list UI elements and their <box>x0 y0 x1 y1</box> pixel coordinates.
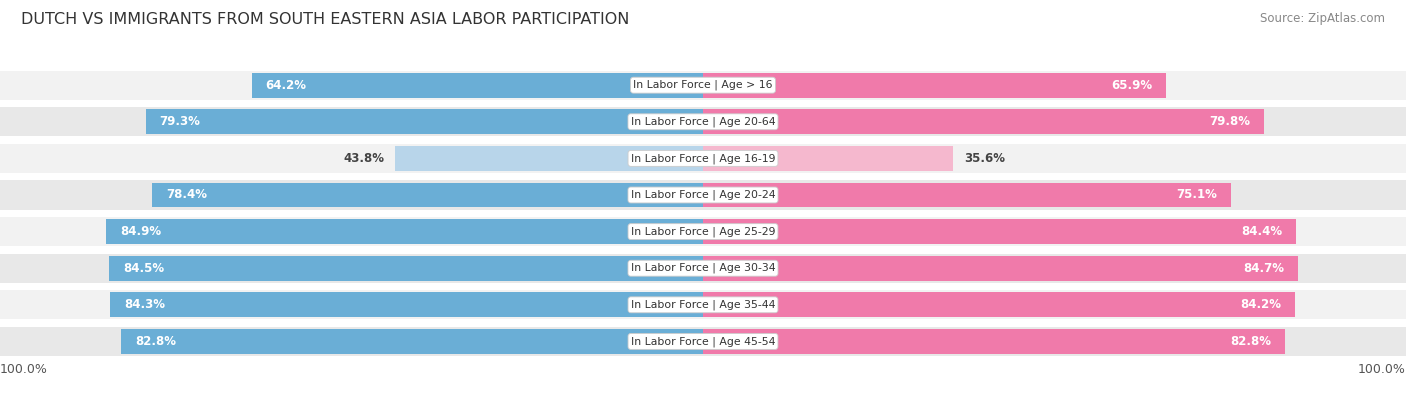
Text: In Labor Force | Age 35-44: In Labor Force | Age 35-44 <box>631 299 775 310</box>
Legend: Dutch, Immigrants from South Eastern Asia: Dutch, Immigrants from South Eastern Asi… <box>544 391 862 395</box>
Text: 64.2%: 64.2% <box>266 79 307 92</box>
Text: 82.8%: 82.8% <box>135 335 176 348</box>
Bar <box>110 292 703 317</box>
Bar <box>703 219 1296 244</box>
Bar <box>703 292 1295 317</box>
Bar <box>703 329 1285 354</box>
Bar <box>703 256 1299 281</box>
Text: 84.3%: 84.3% <box>125 298 166 311</box>
Bar <box>105 219 703 244</box>
Text: In Labor Force | Age 20-64: In Labor Force | Age 20-64 <box>631 117 775 127</box>
Bar <box>152 182 703 207</box>
Bar <box>395 146 703 171</box>
Bar <box>0 217 1406 246</box>
Bar <box>0 144 1406 173</box>
Text: In Labor Force | Age 30-34: In Labor Force | Age 30-34 <box>631 263 775 273</box>
Text: In Labor Force | Age 20-24: In Labor Force | Age 20-24 <box>631 190 775 200</box>
Text: Source: ZipAtlas.com: Source: ZipAtlas.com <box>1260 12 1385 25</box>
Text: 65.9%: 65.9% <box>1111 79 1153 92</box>
Text: 84.7%: 84.7% <box>1243 262 1285 275</box>
Bar <box>252 73 703 98</box>
Text: 35.6%: 35.6% <box>965 152 1005 165</box>
Bar <box>0 290 1406 320</box>
Text: In Labor Force | Age > 16: In Labor Force | Age > 16 <box>633 80 773 90</box>
Text: 100.0%: 100.0% <box>0 363 48 376</box>
Text: 84.5%: 84.5% <box>124 262 165 275</box>
Bar <box>0 181 1406 210</box>
Bar <box>703 146 953 171</box>
Bar <box>703 73 1167 98</box>
Text: In Labor Force | Age 25-29: In Labor Force | Age 25-29 <box>631 226 775 237</box>
Bar <box>703 182 1232 207</box>
Text: 43.8%: 43.8% <box>343 152 385 165</box>
Text: In Labor Force | Age 45-54: In Labor Force | Age 45-54 <box>631 336 775 347</box>
Text: 84.2%: 84.2% <box>1240 298 1281 311</box>
Text: 82.8%: 82.8% <box>1230 335 1271 348</box>
Bar <box>145 109 703 134</box>
Text: 100.0%: 100.0% <box>1358 363 1406 376</box>
Text: 79.3%: 79.3% <box>160 115 201 128</box>
Text: DUTCH VS IMMIGRANTS FROM SOUTH EASTERN ASIA LABOR PARTICIPATION: DUTCH VS IMMIGRANTS FROM SOUTH EASTERN A… <box>21 12 630 27</box>
Text: 75.1%: 75.1% <box>1175 188 1218 201</box>
Bar <box>0 107 1406 136</box>
Bar <box>703 109 1264 134</box>
Bar <box>0 71 1406 100</box>
Text: 84.4%: 84.4% <box>1241 225 1282 238</box>
Text: 78.4%: 78.4% <box>166 188 207 201</box>
Bar <box>110 256 703 281</box>
Bar <box>121 329 703 354</box>
Text: 84.9%: 84.9% <box>120 225 162 238</box>
Bar <box>0 327 1406 356</box>
Text: In Labor Force | Age 16-19: In Labor Force | Age 16-19 <box>631 153 775 164</box>
Bar <box>0 254 1406 283</box>
Text: 79.8%: 79.8% <box>1209 115 1250 128</box>
